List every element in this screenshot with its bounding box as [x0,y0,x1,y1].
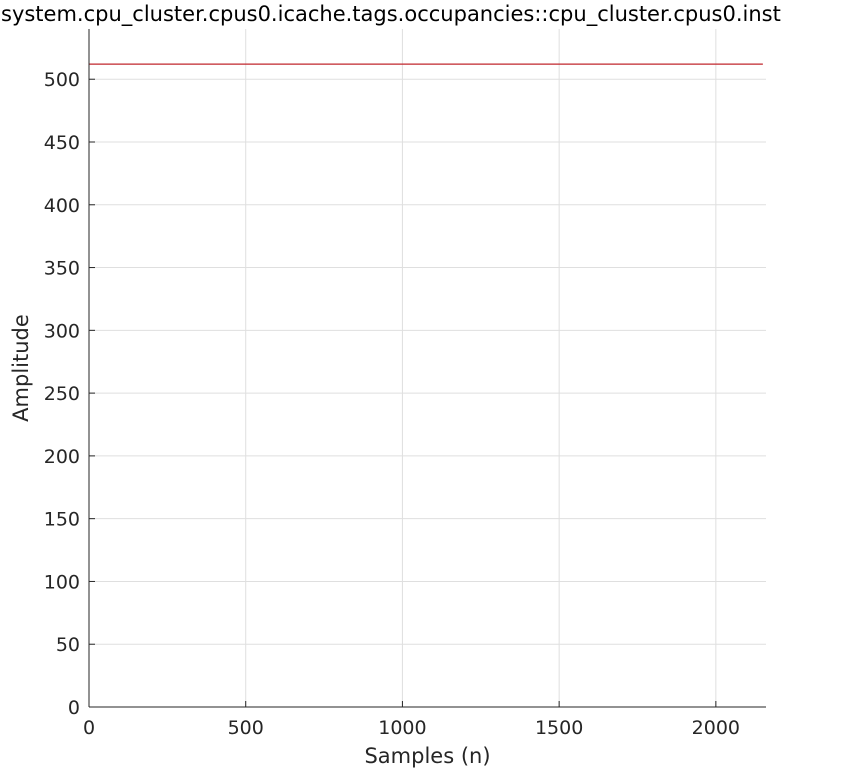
grid [89,29,766,707]
axes [88,29,766,708]
y-tick-label: 400 [44,195,80,217]
chart-title: system.cpu_cluster.cpus0.icache.tags.occ… [1,2,781,27]
y-tick-label: 200 [44,446,80,468]
x-ticks: 0 500 1000 1500 2000 [83,701,740,739]
y-tick-label: 150 [44,509,80,531]
x-axis-label: Samples (n) [364,744,490,768]
x-tick-label: 1000 [378,717,426,739]
x-tick-label: 1500 [535,717,583,739]
y-tick-label: 350 [44,258,80,280]
x-tick-label: 0 [83,717,95,739]
y-tick-label: 300 [44,320,80,342]
y-ticks: 0 50 100 150 200 250 300 350 400 450 500 [44,69,95,719]
y-tick-label: 50 [56,634,80,656]
y-tick-label: 100 [44,571,80,593]
y-tick-label: 500 [44,69,80,91]
y-tick-label: 450 [44,132,80,154]
y-axis-label: Amplitude [9,314,33,422]
x-tick-label: 2000 [692,717,740,739]
y-tick-label: 0 [68,697,80,719]
x-tick-label: 500 [228,717,264,739]
y-tick-label: 250 [44,383,80,405]
